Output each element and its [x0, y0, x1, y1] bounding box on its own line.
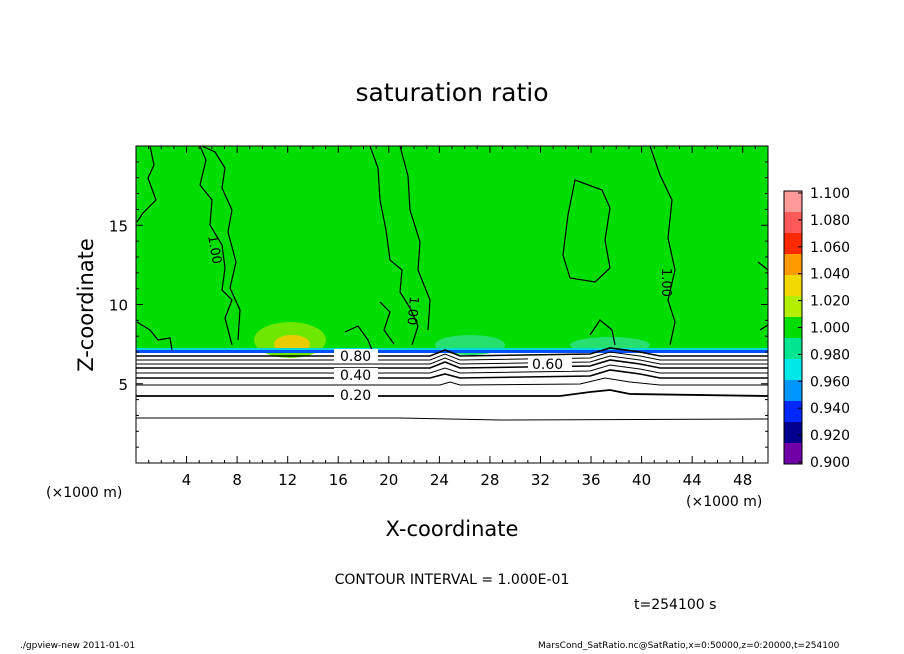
contour-label: 1.00 — [658, 268, 673, 297]
colorbar-swatch — [784, 191, 802, 213]
x-tick-label: 44 — [683, 471, 702, 489]
colorbar-swatch — [784, 275, 802, 297]
contour-label: 0.80 — [340, 349, 371, 365]
y-axis-label: Z-coordinate — [74, 238, 98, 372]
colorbar-label: 1.060 — [810, 240, 850, 256]
colorbar-swatch — [784, 359, 802, 381]
colorbar-swatch — [784, 443, 802, 465]
y-tick-label: 15 — [109, 217, 128, 235]
y-axis: 5 10 15 — [109, 145, 768, 464]
unsaturated-region — [136, 353, 768, 463]
colorbar-swatch — [784, 422, 802, 444]
colorbar-label: 0.960 — [810, 374, 850, 390]
contour-labels: 0.80 0.60 0.40 0.20 1.00 1.00 1.00 — [204, 234, 673, 404]
footer-left: ./gpview-new 2011-01-01 — [20, 641, 136, 651]
colorbar-swatch — [784, 233, 802, 255]
plot-area: 0.80 0.60 0.40 0.20 1.00 1.00 1.00 4 8 12 1… — [109, 145, 769, 489]
x-tick-label: 16 — [329, 471, 348, 489]
colorbar-label: 0.940 — [810, 401, 850, 417]
contour-lines-lower — [136, 347, 769, 421]
x-tick-label: 28 — [480, 471, 499, 489]
colorbar-label: 1.020 — [810, 294, 850, 310]
x-tick-label: 32 — [531, 471, 550, 489]
colorbar-swatch — [784, 296, 802, 318]
saturation-edge — [136, 348, 768, 350]
colorbar-swatch — [784, 212, 802, 234]
x-unit-label-right: (×1000 m) — [686, 494, 762, 510]
colorbar-swatch — [784, 380, 802, 402]
x-tick-label: 24 — [430, 471, 449, 489]
contour-label: 0.60 — [532, 357, 563, 373]
contour-interval-text: CONTOUR INTERVAL = 1.000E-01 — [335, 572, 570, 588]
x-axis-label: X-coordinate — [386, 517, 519, 541]
y-tick-label: 10 — [109, 297, 128, 315]
colorbar-swatch — [784, 254, 802, 276]
y-tick-label: 5 — [118, 376, 128, 394]
x-tick-label: 8 — [232, 471, 242, 489]
colorbar-swatch — [784, 317, 802, 339]
x-unit-label-left: (×1000 m) — [46, 485, 122, 501]
saturated-region — [136, 146, 768, 353]
time-label: t=254100 s — [634, 597, 716, 613]
x-tick-label: 36 — [581, 471, 600, 489]
colorbar-label: 1.000 — [810, 321, 850, 337]
x-tick-label: 48 — [733, 471, 752, 489]
x-axis: 4 8 12 16 20 24 28 32 36 40 44 48 — [135, 146, 769, 489]
contour-1-00 — [136, 145, 769, 351]
colorbar-swatch — [784, 338, 802, 360]
x-tick-label: 4 — [182, 471, 192, 489]
contour-label: 0.40 — [340, 368, 371, 384]
footer-right: MarsCond_SatRatio.nc@SatRatio,x=0:50000,… — [538, 641, 840, 651]
colorbar: 1.100 1.080 1.060 1.040 1.020 1.000 0.980 0.960… — [783, 186, 850, 471]
contour-label: 1.00 — [204, 234, 224, 265]
colorbar-label: 0.980 — [810, 347, 850, 363]
colorbar-swatch — [784, 401, 802, 423]
x-tick-label: 20 — [379, 471, 398, 489]
colorbar-label: 1.040 — [810, 267, 850, 283]
x-tick-label: 12 — [278, 471, 297, 489]
colorbar-label: 0.900 — [810, 455, 850, 471]
contour-label: 0.20 — [340, 388, 371, 404]
contour-label: 1.00 — [403, 296, 420, 326]
colorbar-label: 1.100 — [810, 186, 850, 202]
colorbar-label: 1.080 — [810, 213, 850, 229]
colorbar-label: 0.920 — [810, 428, 850, 444]
saturation-boundary — [136, 350, 768, 353]
x-tick-label: 40 — [632, 471, 651, 489]
chart-title: saturation ratio — [355, 78, 548, 107]
